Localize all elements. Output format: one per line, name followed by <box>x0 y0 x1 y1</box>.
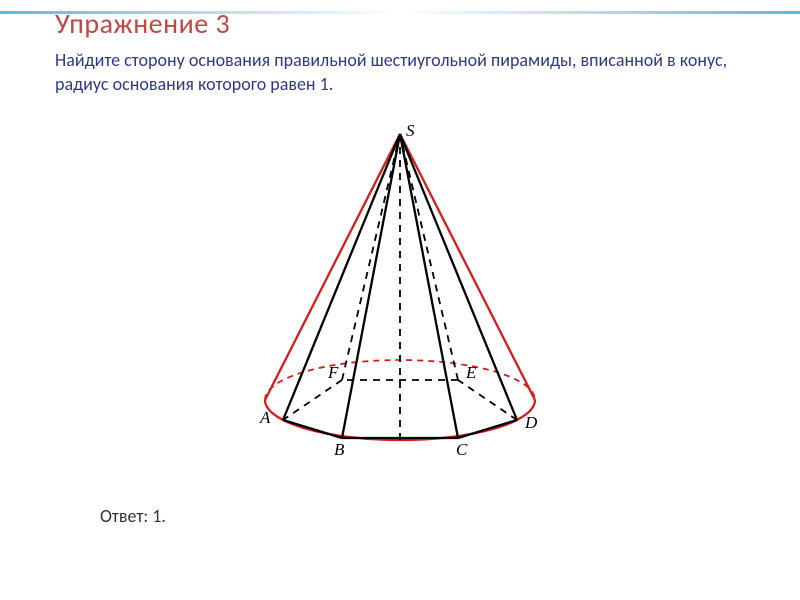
exercise-title: Упражнение 3 <box>55 6 230 41</box>
answer-text: Ответ: 1. <box>100 505 166 527</box>
problem-text: Найдите сторону основания правильной шес… <box>55 48 740 97</box>
label-S: S <box>406 122 415 140</box>
lateral-edge-SA <box>283 134 400 420</box>
top-gradient-bar <box>0 0 800 3</box>
label-A: A <box>259 408 271 427</box>
label-E: E <box>465 363 477 382</box>
hex-edge-AB <box>283 420 342 438</box>
label-B: B <box>334 440 345 457</box>
label-D: D <box>524 413 538 432</box>
label-F: F <box>327 363 339 382</box>
lateral-edge-SB <box>342 134 400 438</box>
cone-left-slant <box>265 134 400 400</box>
lateral-edge-SC <box>400 134 458 438</box>
cone-pyramid-diagram: S A B C D E F <box>232 122 568 457</box>
label-C: C <box>456 440 468 457</box>
lateral-edge-SD <box>400 134 517 420</box>
hex-edge-CD <box>458 420 517 438</box>
